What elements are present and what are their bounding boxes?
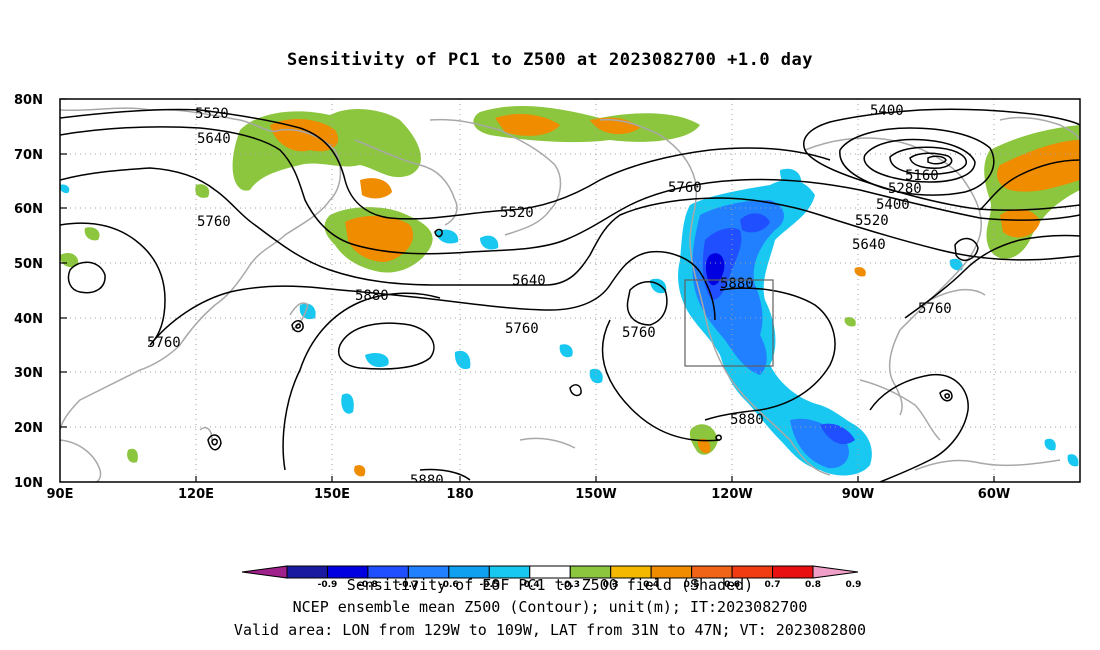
lon-label: 120E <box>178 487 214 502</box>
colorbar-tick-label: -0.6 <box>439 580 459 590</box>
caption-shading: Sensitivity of EOF PC1 to Z500 field (Sh… <box>346 576 754 594</box>
contour-label: 5520 <box>855 213 889 229</box>
contour-label: 5640 <box>197 131 231 147</box>
lat-label: 50N <box>14 257 43 272</box>
caption-valid-area: Valid area: LON from 129W to 109W, LAT f… <box>233 621 867 639</box>
contour-label: 5760 <box>197 214 231 230</box>
lon-label: 120W <box>711 487 752 502</box>
contour-label: 5640 <box>512 273 546 289</box>
lon-label: 180 <box>446 487 473 502</box>
axis-ticks <box>60 98 995 482</box>
lon-label: 60W <box>978 487 1010 502</box>
contour-label: 5880 <box>720 276 754 292</box>
lat-lon-grid <box>60 99 1080 482</box>
contour-labels: 5520 5640 5760 5880 5400 5160 5280 5520 … <box>147 103 952 489</box>
colorbar-tick-label: -0.5 <box>479 580 499 590</box>
contour-label: 5880 <box>410 473 444 489</box>
valid-area-box <box>684 279 774 367</box>
contour-label: 5160 <box>905 168 939 184</box>
colorbar-tick-label: -0.4 <box>520 580 540 590</box>
contour-label: 5760 <box>918 301 952 317</box>
lat-label: 20N <box>14 421 43 436</box>
lat-label: 70N <box>14 148 43 163</box>
contour-label: 5760 <box>622 325 656 341</box>
contour-label: 5400 <box>876 197 910 213</box>
contour-label: 5760 <box>668 180 702 196</box>
contour-label: 5400 <box>870 103 904 119</box>
caption-contour: NCEP ensemble mean Z500 (Contour); unit(… <box>292 598 808 616</box>
lon-label: 150W <box>575 487 616 502</box>
coastlines <box>60 107 1080 482</box>
colorbar-tick-label: 0.7 <box>765 580 781 590</box>
lat-label: 30N <box>14 366 43 381</box>
contour-label: 5880 <box>355 288 389 304</box>
lon-label: 90W <box>842 487 874 502</box>
contour-label: 5280 <box>888 181 922 197</box>
map-plot-area: 5520 5640 5760 5880 5400 5160 5280 5520 … <box>60 99 1080 489</box>
colorbar-tick-label: -0.3 <box>560 580 580 590</box>
colorbar-tick-label: 0.8 <box>805 580 821 590</box>
lat-label: 80N <box>14 93 43 108</box>
colorbar-tick-label: -0.7 <box>399 580 419 590</box>
colorbar-tick-label: -0.9 <box>318 580 338 590</box>
contour-label: 5520 <box>500 205 534 221</box>
lon-label: 150E <box>314 487 350 502</box>
y-axis-labels: 80N 70N 60N 50N 40N 30N 20N 10N <box>14 93 43 491</box>
colorbar-tick-label: 0.4 <box>643 580 659 590</box>
colorbar-tick-label: 0.3 <box>603 580 619 590</box>
map-title: Sensitivity of PC1 to Z500 at 2023082700… <box>286 50 813 70</box>
colorbar-arrow-high <box>812 565 859 579</box>
x-axis-labels: 90E 120E 150E 180 150W 120W 90W 60W <box>47 487 1011 502</box>
colorbar: -0.9 -0.8 -0.7 -0.6 -0.5 -0.4 -0.3 0.3 0.4 0.5 0.6… <box>241 565 861 590</box>
contour-label: 5880 <box>730 412 764 428</box>
colorbar-tick-label: 0.5 <box>684 580 700 590</box>
z500-contours <box>60 108 1080 482</box>
lon-label: 90E <box>47 487 74 502</box>
lat-label: 10N <box>14 476 43 491</box>
colorbar-tick-label: 0.6 <box>724 580 740 590</box>
contour-label: 5640 <box>852 237 886 253</box>
lat-label: 40N <box>14 312 43 327</box>
map-frame <box>59 98 1081 483</box>
lat-label: 60N <box>14 202 43 217</box>
contour-label: 5760 <box>505 321 539 337</box>
colorbar-tick-label: -0.8 <box>358 580 378 590</box>
contour-label: 5520 <box>195 106 229 122</box>
colorbar-tick-label: 0.9 <box>845 580 861 590</box>
contour-label: 5760 <box>147 335 181 351</box>
